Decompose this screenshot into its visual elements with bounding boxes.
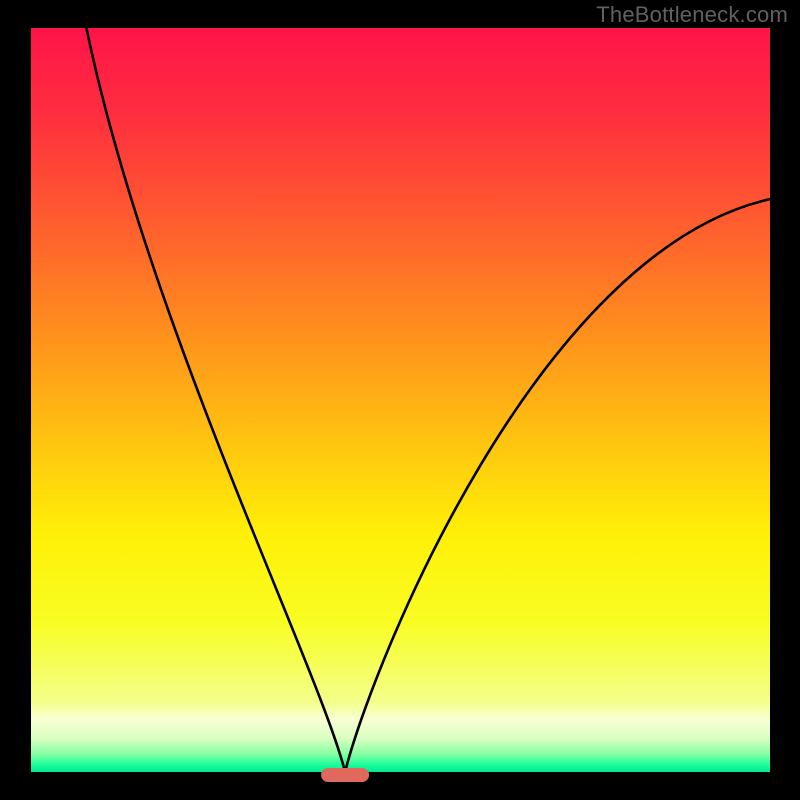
watermark-text: TheBottleneck.com (596, 2, 788, 28)
bottleneck-chart-svg (0, 0, 800, 800)
chart-container: TheBottleneck.com (0, 0, 800, 800)
